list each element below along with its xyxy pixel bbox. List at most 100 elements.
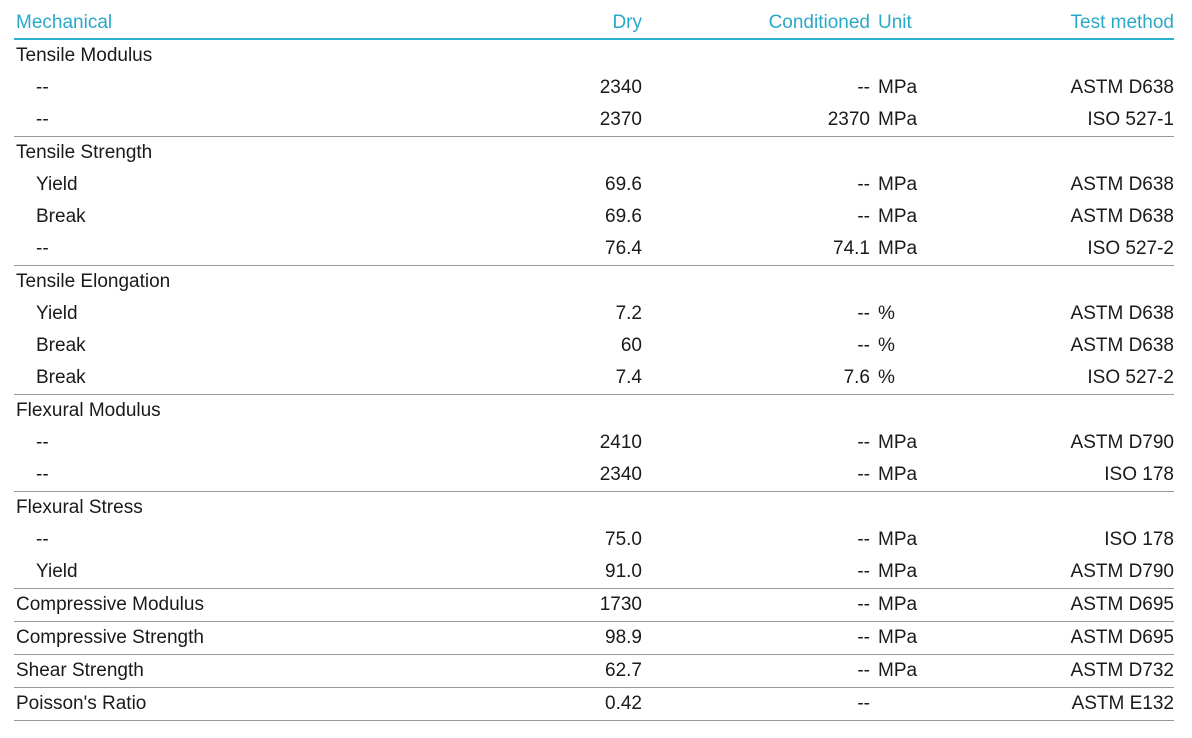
test-method-value: ASTM E132 — [1071, 693, 1174, 714]
property-name: Poisson's Ratio — [16, 693, 147, 714]
conditioned-value: -- — [857, 206, 870, 227]
table-row: Break 7.4 7.6 % ISO 527-2 — [14, 362, 1174, 395]
dry-value: 2340 — [599, 77, 642, 98]
conditioned-value: 74.1 — [833, 238, 870, 259]
conditioned-value: -- — [857, 335, 870, 356]
unit-value: % — [878, 335, 895, 356]
dry-value: 62.7 — [605, 660, 642, 681]
unit-value: MPa — [878, 109, 918, 130]
conditioned-value: 7.6 — [843, 367, 870, 388]
table-row: Yield 7.2 -- % ASTM D638 — [14, 298, 1174, 330]
test-method-value: ASTM D695 — [1070, 627, 1174, 648]
conditioned-column-header: Conditioned — [768, 12, 870, 33]
unit-value: MPa — [878, 464, 918, 485]
conditioned-value: -- — [857, 77, 870, 98]
unit-value: % — [878, 303, 895, 324]
property-name: Tensile Elongation — [16, 271, 171, 292]
property-name: Compressive Strength — [16, 627, 204, 648]
condition-label: Break — [36, 206, 86, 227]
property-name: Shear Strength — [16, 660, 144, 681]
dry-value: 2370 — [599, 109, 642, 130]
table-row: Yield 91.0 -- MPa ASTM D790 — [14, 556, 1174, 589]
test-method-value: ISO 527-2 — [1087, 238, 1174, 259]
section-heading: Mechanical — [16, 12, 113, 33]
conditioned-value: -- — [857, 594, 870, 615]
unit-value: MPa — [878, 594, 918, 615]
table-row: -- 2340 -- MPa ISO 178 — [14, 459, 1174, 492]
dry-value: 69.6 — [605, 206, 642, 227]
test-method-value: ASTM D638 — [1070, 174, 1174, 195]
condition-label: -- — [36, 529, 49, 550]
dry-value: 2340 — [599, 464, 642, 485]
property-name: Flexural Modulus — [16, 400, 161, 421]
unit-value: MPa — [878, 206, 918, 227]
condition-label: -- — [36, 238, 49, 259]
dry-value: 76.4 — [605, 238, 642, 259]
dry-value: 91.0 — [605, 561, 642, 582]
test-method-value: ASTM D732 — [1070, 660, 1174, 681]
conditioned-value: -- — [857, 174, 870, 195]
conditioned-value: 2370 — [827, 109, 870, 130]
condition-label: -- — [36, 464, 49, 485]
dry-value: 75.0 — [605, 529, 642, 550]
dry-value: 1730 — [599, 594, 642, 615]
conditioned-value: -- — [857, 660, 870, 681]
table-header: Mechanical Dry Conditioned Unit Test met… — [14, 8, 1174, 40]
unit-value: MPa — [878, 660, 918, 681]
properties-sheet: Mechanical Dry Conditioned Unit Test met… — [14, 8, 1174, 721]
table-row: -- 75.0 -- MPa ISO 178 — [14, 524, 1174, 556]
test-method-value: ASTM D790 — [1070, 561, 1174, 582]
dry-value: 98.9 — [605, 627, 642, 648]
unit-value: MPa — [878, 529, 918, 550]
table-row: Tensile Modulus — [14, 40, 1174, 72]
test-method-value: ASTM D638 — [1070, 335, 1174, 356]
test-method-value: ASTM D790 — [1070, 432, 1174, 453]
table-row: Poisson's Ratio 0.42 -- ASTM E132 — [14, 688, 1174, 721]
conditioned-value: -- — [857, 627, 870, 648]
conditioned-value: -- — [857, 432, 870, 453]
condition-label: -- — [36, 109, 49, 130]
dry-value: 7.2 — [615, 303, 642, 324]
conditioned-value: -- — [857, 464, 870, 485]
table-row: Compressive Modulus 1730 -- MPa ASTM D69… — [14, 589, 1174, 622]
unit-value: MPa — [878, 627, 918, 648]
test-method-value: ASTM D638 — [1070, 206, 1174, 227]
condition-label: Yield — [36, 303, 78, 324]
unit-value: MPa — [878, 77, 918, 98]
test-method-value: ISO 527-2 — [1087, 367, 1174, 388]
test-method-value: ISO 527-1 — [1087, 109, 1174, 130]
table-row: Tensile Elongation — [14, 266, 1174, 298]
table-row: Flexural Modulus — [14, 395, 1174, 427]
table-row: Yield 69.6 -- MPa ASTM D638 — [14, 169, 1174, 201]
dry-value: 7.4 — [615, 367, 642, 388]
table-row: Break 69.6 -- MPa ASTM D638 — [14, 201, 1174, 233]
table-row: Flexural Stress — [14, 492, 1174, 524]
conditioned-value: -- — [857, 561, 870, 582]
conditioned-value: -- — [857, 529, 870, 550]
unit-value: MPa — [878, 432, 918, 453]
test-method-value: ASTM D695 — [1070, 594, 1174, 615]
conditioned-value: -- — [857, 693, 870, 714]
condition-label: -- — [36, 432, 49, 453]
conditioned-value: -- — [857, 303, 870, 324]
table-row: Tensile Strength — [14, 137, 1174, 169]
property-name: Flexural Stress — [16, 497, 143, 518]
dry-value: 2410 — [599, 432, 642, 453]
table-row: -- 76.4 74.1 MPa ISO 527-2 — [14, 233, 1174, 266]
unit-column-header: Unit — [878, 12, 912, 33]
table-row: Compressive Strength 98.9 -- MPa ASTM D6… — [14, 622, 1174, 655]
unit-value: MPa — [878, 174, 918, 195]
condition-label: -- — [36, 77, 49, 98]
dry-value: 0.42 — [605, 693, 642, 714]
table-row: -- 2370 2370 MPa ISO 527-1 — [14, 104, 1174, 137]
test-method-value: ISO 178 — [1104, 464, 1174, 485]
unit-value: MPa — [878, 561, 918, 582]
unit-value: MPa — [878, 238, 918, 259]
table-row: -- 2340 -- MPa ASTM D638 — [14, 72, 1174, 104]
condition-label: Break — [36, 367, 86, 388]
condition-label: Yield — [36, 561, 78, 582]
table-row: Break 60 -- % ASTM D638 — [14, 330, 1174, 362]
dry-value: 60 — [620, 335, 642, 356]
unit-value: % — [878, 367, 895, 388]
dry-column-header: Dry — [612, 12, 642, 33]
